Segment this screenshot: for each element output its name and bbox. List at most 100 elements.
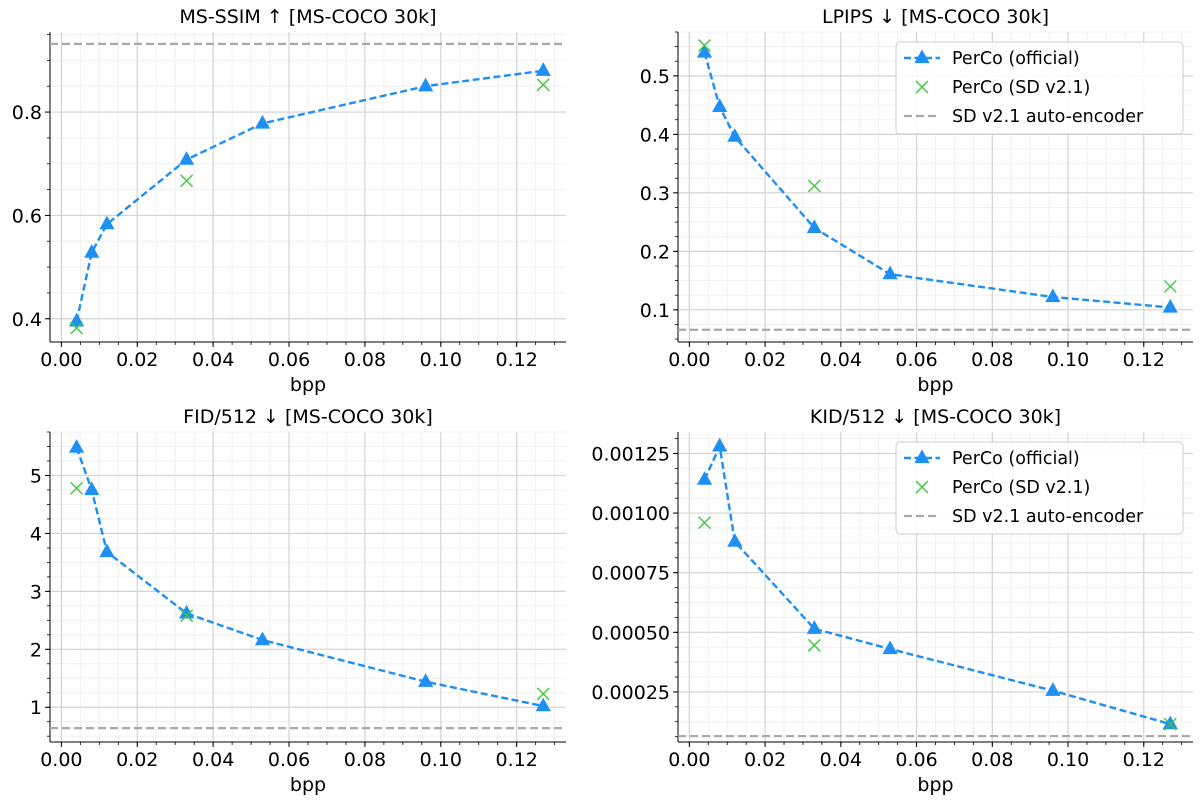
y-tick-label: 3 (30, 581, 42, 603)
x-axis-label: bpp (917, 774, 953, 796)
y-tick-label: 0.3 (640, 183, 670, 205)
legend-label-sd: PerCo (SD v2.1) (952, 78, 1090, 98)
y-tick-label: 0.6 (12, 205, 42, 227)
legend-marker-sd (915, 80, 929, 94)
data-point-sd (70, 481, 84, 495)
data-point-official (68, 312, 85, 327)
data-point-official (178, 151, 195, 165)
data-point-official (99, 543, 115, 558)
chart-title: MS-SSIM ↑ [MS-COCO 30k] (179, 6, 436, 28)
x-tick-label: 0.00 (40, 349, 82, 371)
x-tick-label: 0.10 (1047, 749, 1089, 771)
data-point-official (727, 533, 743, 547)
y-tick-label: 0.00025 (591, 682, 670, 704)
data-point-official (882, 640, 898, 655)
x-axis-label: bpp (290, 774, 326, 796)
x-tick-label: 0.04 (192, 749, 234, 771)
x-tick-label: 0.06 (895, 349, 937, 371)
data-point-official (535, 62, 551, 76)
chart-title: FID/512 ↓ [MS-COCO 30k] (183, 406, 433, 428)
y-tick-label: 0.5 (640, 66, 670, 88)
data-point-sd (536, 687, 550, 701)
x-tick-label: 0.12 (1123, 349, 1165, 371)
x-axis-label: bpp (290, 374, 326, 396)
x-tick-label: 0.08 (344, 349, 386, 371)
x-tick-label: 0.08 (971, 749, 1013, 771)
legend-label-baseline: SD v2.1 auto-encoder (952, 507, 1144, 527)
x-tick-label: 0.10 (1047, 349, 1089, 371)
data-point-official (712, 437, 728, 452)
y-tick-label: 0.8 (12, 102, 42, 124)
chart-title: KID/512 ↓ [MS-COCO 30k] (810, 406, 1061, 428)
y-tick-label: 0.4 (12, 309, 42, 331)
data-point-official (1162, 715, 1178, 730)
data-point-official (418, 673, 434, 687)
data-point-official (696, 43, 713, 58)
x-tick-label: 0.10 (420, 749, 462, 771)
data-point-official (712, 98, 728, 112)
legend: PerCo (official) PerCo (SD v2.1) SD v2.1 a… (895, 441, 1184, 535)
x-tick-label: 0.04 (820, 349, 862, 371)
grid (50, 32, 566, 342)
x-tick-label: 0.00 (40, 749, 82, 771)
data-point-sd (807, 638, 821, 652)
y-tick-label: 0.00125 (591, 443, 670, 465)
y-tick-label: 0.00050 (591, 622, 670, 644)
x-tick-label: 0.00 (668, 349, 710, 371)
x-tick-label: 0.06 (268, 349, 310, 371)
data-point-official (727, 128, 743, 142)
data-point-sd (698, 38, 712, 52)
data-point-official (882, 265, 898, 280)
x-axis-label: bpp (917, 374, 953, 396)
chart-panel-3: 0.00 0.02 0.04 0.06 0.08 0.10 0.12 1 2 3 4 5 FID/512… (30, 406, 566, 796)
y-tick-label: 0.00100 (591, 503, 670, 525)
y-tick-label: 0.1 (640, 300, 670, 322)
legend-marker-official (914, 449, 930, 464)
data-point-official (254, 631, 271, 646)
y-tick-label: 5 (30, 465, 42, 487)
chart-panel-2: 0.00 0.02 0.04 0.06 0.08 0.10 0.12 0.1 0.2 0.3 0.4… (640, 6, 1193, 396)
data-point-official (535, 697, 551, 712)
data-point-sd (698, 516, 712, 530)
data-point-official (1162, 298, 1178, 313)
x-tick-label: 0.08 (344, 749, 386, 771)
data-point-sd (1163, 717, 1177, 731)
data-point-sd (807, 179, 821, 193)
chart-title: LPIPS ↓ [MS-COCO 30k] (822, 6, 1049, 28)
chart-panel-4: 0.00 0.02 0.04 0.06 0.08 0.10 0.12 0.00025 0.000… (591, 406, 1193, 796)
legend-label-official: PerCo (official) (952, 49, 1080, 69)
legend-marker-official (914, 49, 930, 64)
legend-label-sd: PerCo (SD v2.1) (952, 478, 1090, 498)
x-tick-label: 0.02 (744, 349, 786, 371)
legend-box (895, 441, 1184, 535)
data-point-official (84, 481, 100, 496)
x-tick-label: 0.02 (744, 749, 786, 771)
y-tick-label: 1 (30, 697, 42, 719)
data-point-sd (536, 78, 550, 92)
x-tick-label: 0.06 (895, 749, 937, 771)
y-tick-label: 0.4 (640, 124, 670, 146)
x-tick-label: 0.04 (820, 749, 862, 771)
data-point-official (1045, 682, 1061, 696)
data-point-official (68, 439, 85, 453)
grid (50, 431, 566, 742)
chart-panel-1: 0.00 0.02 0.04 0.06 0.08 0.10 0.12 0.4 0.6 0.8 MS-… (12, 6, 566, 396)
data-point-sd (180, 609, 194, 623)
data-point-official (84, 244, 100, 258)
y-tick-label: 0.00075 (591, 563, 670, 585)
x-tick-label: 0.12 (496, 749, 538, 771)
y-tick-label: 0.2 (640, 241, 670, 263)
x-tick-label: 0.08 (971, 349, 1013, 371)
data-point-official (696, 471, 713, 485)
series-line-official (75, 69, 544, 322)
x-tick-label: 0.06 (268, 749, 310, 771)
data-point-sd (70, 321, 84, 335)
x-tick-label: 0.12 (496, 349, 538, 371)
data-point-official (806, 219, 822, 234)
data-point-sd (180, 174, 194, 188)
y-tick-label: 4 (30, 523, 42, 545)
data-point-official (99, 215, 115, 230)
x-tick-label: 0.02 (116, 749, 158, 771)
legend-marker-sd (915, 480, 929, 494)
